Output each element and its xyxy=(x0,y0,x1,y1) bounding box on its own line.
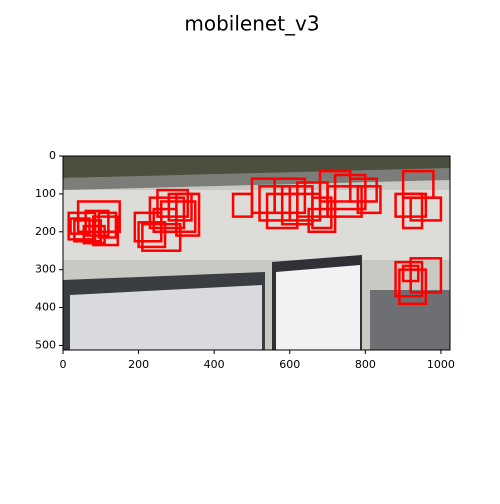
detection-box xyxy=(160,200,197,234)
detection-box xyxy=(82,224,106,245)
detection-box xyxy=(307,207,337,234)
x-tick-label: 600 xyxy=(279,358,300,371)
y-tick-label: 0 xyxy=(49,149,56,162)
detection-box xyxy=(409,257,443,294)
roof xyxy=(70,285,262,350)
image xyxy=(63,156,450,350)
x-tick-label: 400 xyxy=(204,358,225,371)
x-tick-label: 0 xyxy=(60,358,67,371)
y-tick-label: 400 xyxy=(35,301,56,314)
detection-box xyxy=(401,264,420,283)
detection-box xyxy=(311,196,333,230)
roof xyxy=(276,265,360,350)
chart-title: mobilenet_v3 xyxy=(184,12,319,36)
y-tick-label: 300 xyxy=(35,263,56,276)
detection-box xyxy=(394,260,424,298)
y-tick-label: 100 xyxy=(35,187,56,200)
detection-box xyxy=(91,215,120,247)
y-tick-label: 200 xyxy=(35,225,56,238)
detection-box xyxy=(137,221,167,249)
x-tick-label: 800 xyxy=(355,358,376,371)
grass xyxy=(63,156,450,178)
detection-box xyxy=(348,177,378,203)
x-tick-label: 1000 xyxy=(427,358,455,371)
detection-box xyxy=(333,173,367,211)
detection-box xyxy=(175,192,201,237)
parking xyxy=(370,290,450,350)
y-tick-label: 500 xyxy=(35,338,56,351)
detection-box xyxy=(148,196,186,230)
detection-box xyxy=(156,188,189,218)
detection-box xyxy=(398,268,428,306)
detection-box xyxy=(288,192,322,222)
detection-box xyxy=(409,196,443,222)
detection-box xyxy=(401,192,424,230)
detection-box xyxy=(84,209,110,237)
axes-frame xyxy=(62,155,451,351)
apron xyxy=(63,190,450,260)
x-tick-label: 200 xyxy=(128,358,149,371)
detection-box xyxy=(356,185,382,215)
